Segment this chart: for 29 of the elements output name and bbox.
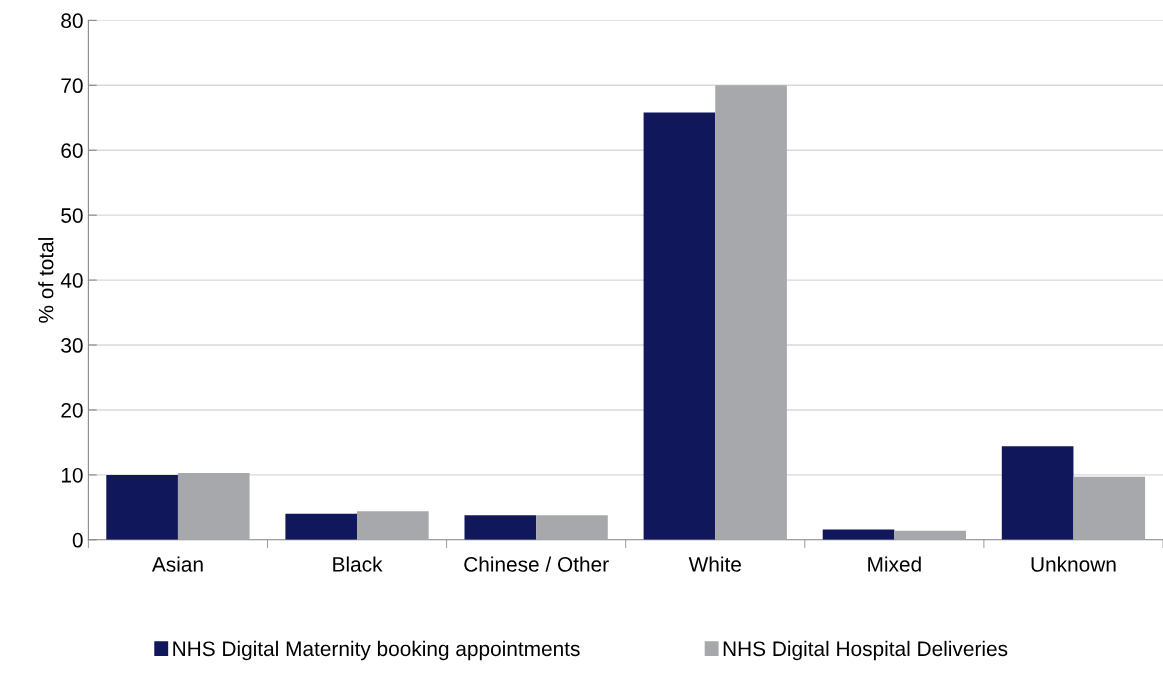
bar [822,529,895,540]
bar [106,474,178,540]
x-tick-label: Unknown [1031,556,1116,572]
bar [536,515,608,540]
bar [1073,476,1146,540]
x-tick-label: Asian [151,556,203,572]
bar [285,513,358,540]
x-tick-label: Chinese / Other [464,556,609,572]
y-tick-label: 60 [61,143,83,158]
y-tick-label: 40 [60,273,83,288]
y-tick-label: 20 [61,402,83,418]
bar [464,515,537,540]
legend-label: NHS Digital Maternity booking appointments [173,640,580,661]
bar [715,85,787,540]
x-tick-label: White [688,556,741,572]
bar [643,112,716,540]
y-tick-label: 50 [61,208,83,223]
x-tick-label: Mixed [868,556,921,572]
x-tick-label: Black [333,556,383,572]
bar [177,472,250,540]
y-tick-label: 0 [72,532,83,548]
bar [357,511,429,540]
y-tick-label: 30 [61,338,83,353]
y-tick-label: 70 [61,78,83,94]
bar [1001,446,1074,540]
y-tick-label: 10 [61,467,83,483]
legend-label: NHS Digital Hospital Deliveries [723,640,1008,661]
y-tick-label: 80 [61,13,83,29]
y-axis-title: % of total [38,238,54,323]
